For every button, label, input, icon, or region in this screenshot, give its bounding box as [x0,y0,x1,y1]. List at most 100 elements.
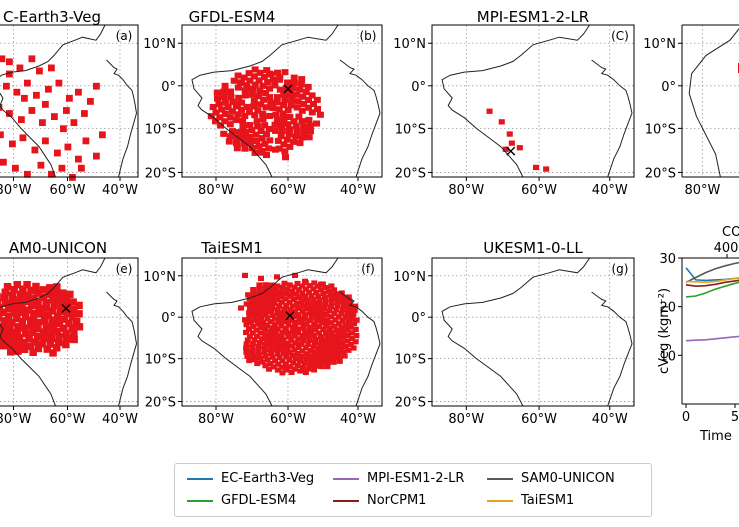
coastline [441,24,633,178]
data-cell [281,306,288,312]
data-cell [68,324,76,332]
data-cell [1,299,10,307]
data-cell [332,317,339,323]
data-cell [288,96,296,103]
data-cell [317,342,324,348]
data-cell [6,58,13,66]
data-cell [10,309,18,317]
data-cell [329,333,336,339]
data-cell [253,118,261,125]
panel-title: UKESM1-0-LL [483,239,583,257]
data-cell [313,289,320,295]
data-cell [53,327,62,336]
data-cell [314,314,321,320]
data-cell [305,366,312,372]
data-cell [533,164,540,171]
data-cell [298,298,305,304]
y-axis-label: cVeg (kgm⁻²) [657,288,672,374]
data-cell [281,96,289,103]
data-cell [308,92,316,99]
data-cell [263,152,270,159]
timeseries-panel: 30 20 10 0 5 Time cVeg (kgm⁻²) 400CO₂ [657,225,739,444]
data-cell [251,313,258,319]
data-cell [62,296,71,304]
x-tick-label: 40°W [592,183,628,198]
data-cell [316,324,323,330]
data-cell [4,312,13,320]
data-cell [279,110,287,117]
data-cell [11,302,19,310]
data-cell [322,298,329,304]
data-cell [241,92,249,99]
data-cell [285,334,292,340]
data-cell [64,143,72,151]
data-cell [12,164,19,172]
data-cell [251,66,259,73]
data-cell [20,338,28,347]
data-cell [315,346,322,352]
data-cell [217,122,224,129]
data-cell [243,301,250,307]
data-cell [300,100,308,107]
data-cell [290,118,298,125]
data-cell [228,108,236,115]
data-cell [328,320,335,326]
data-cell [311,367,318,373]
data-cell [263,131,270,138]
map-panel-tai: TaiESM1 (f) 10°N 0° 10°S 20°S 80°W 60°W 40°W [143,239,383,427]
data-cell [279,284,286,290]
data-cell [25,306,33,314]
coastline [688,27,739,178]
data-cell [280,141,288,148]
data-cell [43,345,51,353]
data-cell [311,280,318,286]
data-cell [32,282,40,291]
data-cell [293,300,300,306]
data-cell [272,358,279,364]
y-tick-label: 0° [411,311,426,326]
data-cell [335,336,342,343]
data-cell [299,364,306,370]
data-cell [18,116,25,123]
data-cell [344,311,351,317]
data-cell [0,292,1,301]
data-cell [248,145,256,152]
data-cell [260,299,267,305]
data-cell [251,81,259,88]
y-tick-label: 20°S [145,396,176,411]
y-tick-label: 10°N [143,270,176,285]
data-cell [220,88,228,95]
data-cell [269,338,276,344]
data-cell [318,338,325,344]
x-tick-label: 40°W [340,183,376,198]
data-cell [286,126,293,133]
data-cell [333,291,340,297]
x-tick-label: 80°W [0,412,32,427]
data-cell [295,326,302,332]
data-cell [49,322,58,330]
data-cell [275,145,283,152]
series-line [685,277,739,284]
data-cell [274,351,281,357]
data-cell [313,354,320,360]
data-cell [310,301,317,307]
data-cell [286,90,294,97]
data-cell [293,128,301,135]
data-cell [290,79,298,86]
data-cell [342,322,349,328]
data-cell [284,330,291,336]
data-cell [300,128,308,135]
y-tick-label: 0° [161,80,176,95]
data-cell [318,310,325,316]
y-tick-label: 0° [411,80,426,95]
data-cell [268,282,275,288]
data-cell [47,335,56,343]
data-cell [266,70,273,77]
data-cell [312,363,319,369]
data-cell [312,327,319,333]
data-cell [291,333,298,339]
data-cell [46,340,54,348]
data-cell [348,315,355,322]
data-cell [301,316,308,322]
data-cell [37,161,45,169]
